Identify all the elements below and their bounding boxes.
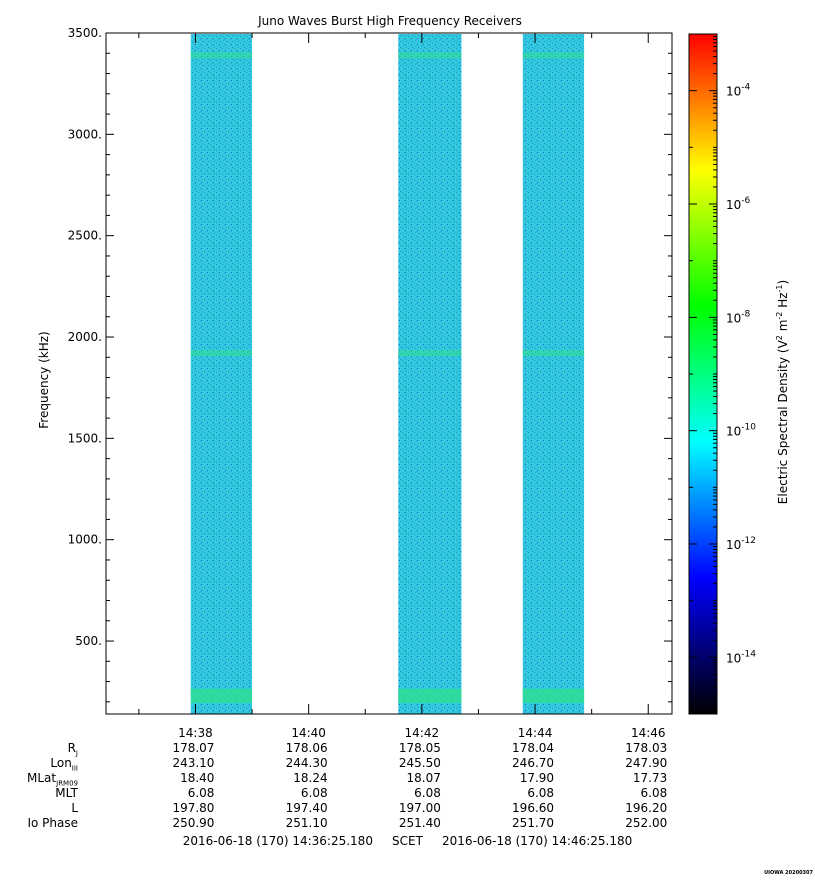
ephemeris-value: 6.08 — [300, 786, 328, 800]
colorbar-tick-label: 10-8 — [726, 309, 751, 325]
chart-title: Juno Waves Burst High Frequency Receiver… — [257, 14, 522, 28]
ephemeris-label: MLatJRM09 — [27, 771, 78, 788]
emission-band-3-2 — [522, 350, 585, 357]
y-axis-label: Frequency (kHz) — [37, 331, 51, 428]
emission-band-1-1 — [190, 688, 253, 703]
colorbar-label: Electric Spectral Density (V2 m-2 Hz-1) — [775, 280, 790, 504]
colorbar-ticks: 10-4 10-6 10-8 10-10 10-12 10-14 — [689, 33, 756, 715]
ephemeris-label: L — [71, 801, 78, 815]
colorbar-tick-label: 10-6 — [726, 196, 751, 212]
spectrogram-data — [190, 34, 585, 714]
y-axis: 500. 1000. 1500. 2000. 2500. 3000. 3500. — [68, 26, 672, 703]
ephemeris-value: 6.08 — [187, 786, 215, 800]
ephemeris-value: 250.90 — [172, 816, 215, 830]
ephemeris-value: 178.05 — [398, 741, 441, 755]
ephemeris-value: 244.30 — [285, 756, 328, 770]
y-tick-label: 1500. — [68, 431, 102, 445]
colorbar-tick-label: 10-14 — [726, 649, 756, 665]
data-block-1 — [190, 34, 253, 714]
y-tick-label: 2000. — [68, 330, 102, 344]
colorbar: 10-4 10-6 10-8 10-10 10-12 10-14 Electric Spe… — [688, 33, 790, 715]
emission-band-2-3 — [398, 52, 462, 59]
production-stamp: UIOWA 20200307 — [764, 870, 813, 876]
ephemeris-value: 6.08 — [527, 786, 555, 800]
x-tick-label: 14:46 — [631, 726, 666, 740]
emission-band-1-2 — [190, 350, 253, 357]
ephemeris-label: RJ — [67, 741, 78, 758]
ephemeris-value: 178.07 — [172, 741, 215, 755]
ephemeris-value: 197.00 — [398, 801, 441, 815]
emission-band-3-1 — [522, 688, 585, 703]
ephemeris-value: 251.70 — [512, 816, 555, 830]
ephemeris-value: 243.10 — [172, 756, 215, 770]
y-tick-label: 2500. — [68, 229, 102, 243]
emission-band-2-2 — [398, 350, 462, 357]
ephemeris-value: 18.07 — [406, 771, 441, 785]
y-tick-label: 1000. — [68, 533, 102, 547]
ephemeris-value: 246.70 — [512, 756, 555, 770]
ephemeris-value: 251.40 — [398, 816, 441, 830]
ephemeris-value: 196.60 — [512, 801, 555, 815]
emission-band-1-3 — [190, 52, 253, 59]
ephemeris-value: 18.40 — [180, 771, 215, 785]
colorbar-tick-label: 10-12 — [726, 536, 756, 552]
ephemeris-value: 178.03 — [625, 741, 668, 755]
y-tick-label: 500. — [75, 634, 102, 648]
time-start: 2016-06-18 (170) 14:36:25.180 — [182, 834, 373, 848]
ephemeris-value: 252.00 — [625, 816, 668, 830]
ephemeris-value: 197.40 — [285, 801, 328, 815]
ephemeris-value: 247.90 — [625, 756, 668, 770]
time-end: 2016-06-18 (170) 14:46:25.180 — [442, 834, 633, 848]
ephemeris-value: 17.73 — [632, 771, 668, 785]
time-range-footer: 2016-06-18 (170) 14:36:25.180 SCET 2016-… — [0, 834, 815, 848]
ephemeris-value: 178.06 — [285, 741, 328, 755]
ephemeris-value: 6.08 — [414, 786, 441, 800]
x-tick-label: 14:40 — [291, 726, 326, 740]
ephemeris-label: MLT — [55, 786, 78, 800]
emission-band-3-3 — [522, 52, 585, 59]
ephemeris-value: 178.04 — [512, 741, 555, 755]
colorbar-tick-label: 10-10 — [726, 423, 756, 439]
x-tick-label: 14:44 — [518, 726, 553, 740]
ephemeris-value: 18.24 — [293, 771, 328, 785]
ephemeris-value: 6.08 — [640, 786, 668, 800]
data-block-3 — [522, 34, 585, 714]
y-tick-label: 3000. — [68, 127, 102, 141]
plot-frame — [105, 32, 673, 715]
ephemeris-value: 197.80 — [172, 801, 215, 815]
ephemeris-value: 196.20 — [625, 801, 668, 815]
ephemeris-label: Io Phase — [27, 816, 78, 830]
x-tick-label: 14:42 — [405, 726, 440, 740]
ephemeris-value: 251.10 — [285, 816, 328, 830]
x-tick-label: 14:38 — [178, 726, 213, 740]
x-axis: 14:38 14:40 14:42 14:44 14:46 — [138, 33, 666, 740]
ephemeris-value: 17.90 — [519, 771, 555, 785]
data-block-2 — [398, 34, 462, 714]
ephemeris-value: 245.50 — [398, 756, 441, 770]
ephemeris-label: LonIII — [50, 756, 78, 773]
colorbar-tick-label: 10-4 — [726, 83, 751, 99]
y-tick-label: 3500. — [68, 26, 102, 40]
colorbar-scale — [688, 33, 718, 715]
time-reference: SCET — [392, 834, 423, 848]
emission-band-2-1 — [398, 688, 462, 703]
